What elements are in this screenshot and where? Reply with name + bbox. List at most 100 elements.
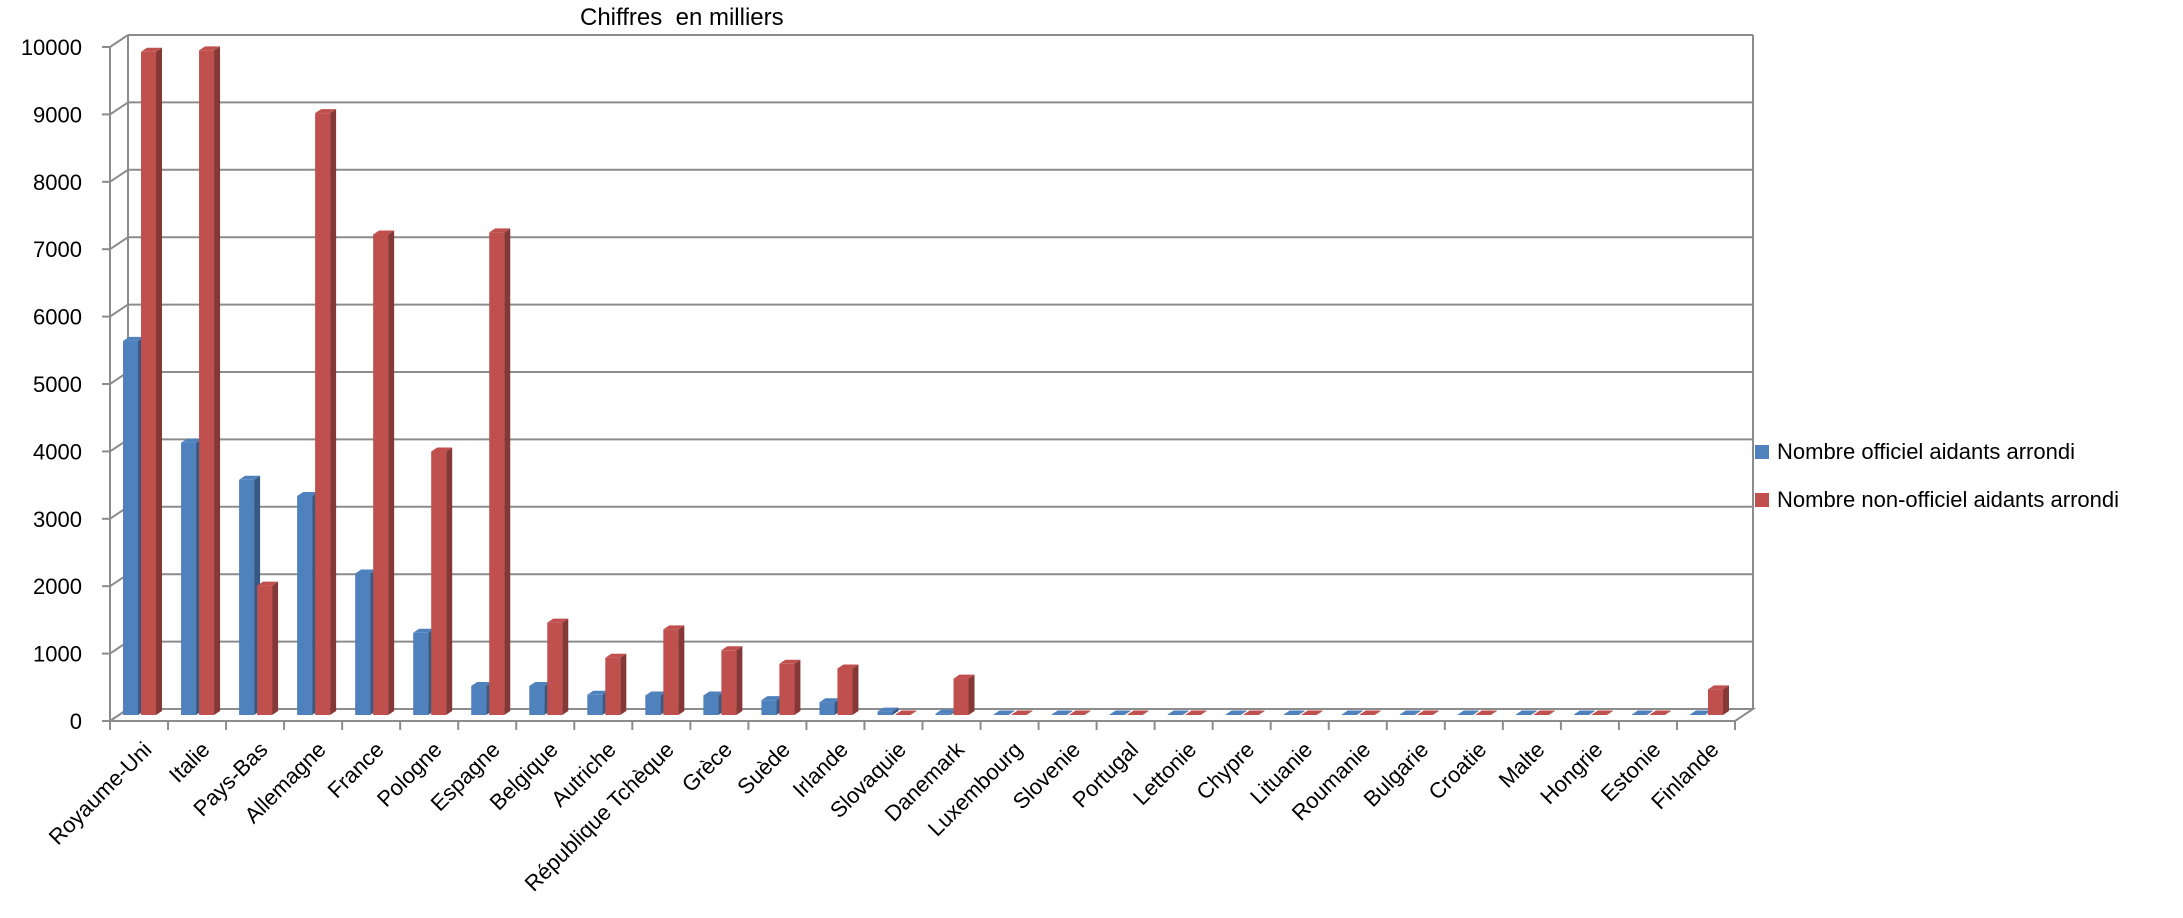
bar-top (761, 696, 783, 701)
bar-top (1457, 710, 1479, 715)
bar-side (1084, 710, 1091, 715)
bar-front (1399, 714, 1415, 715)
y-tick-label: 6000 (33, 305, 82, 330)
bar-side (968, 674, 975, 715)
bar-top (1283, 710, 1305, 715)
bar-official-18 (1167, 710, 1189, 715)
bar-front (1069, 714, 1085, 715)
bar-official-10 (703, 691, 725, 715)
bar-side (1530, 710, 1537, 715)
bar-front (1341, 714, 1357, 715)
bar-official-7 (529, 682, 551, 715)
x-tick-label: Royaume-Uni (44, 737, 157, 850)
bar-front (1475, 714, 1491, 715)
bar-front (1243, 714, 1259, 715)
bar-side (156, 47, 163, 716)
bar-front (413, 632, 429, 715)
bar-official-21 (1341, 710, 1363, 715)
gridline-side (109, 303, 129, 318)
bar-front (297, 495, 313, 715)
legend-label-unofficial: Nombre non-officiel aidants arrondi (1777, 487, 2119, 512)
bar-top (605, 653, 627, 658)
bar-unofficial-1 (199, 46, 221, 716)
bar-top (1707, 685, 1729, 690)
bar-unofficial-18 (1185, 710, 1207, 715)
bar-official-26 (1631, 710, 1653, 715)
bar-top (1631, 710, 1653, 715)
bar-front (257, 585, 273, 715)
bar-top (373, 230, 395, 235)
bar-side (1008, 710, 1015, 715)
bar-official-23 (1457, 710, 1479, 715)
bar-unofficial-13 (895, 710, 917, 715)
gridlines (109, 34, 1753, 722)
bar-unofficial-19 (1243, 710, 1265, 715)
bar-unofficial-20 (1301, 710, 1323, 715)
bar-official-19 (1225, 710, 1247, 715)
bar-top (895, 710, 917, 715)
bar-front (1109, 714, 1125, 715)
bar-official-6 (471, 682, 493, 715)
bar-top (1069, 710, 1091, 715)
bar-front (895, 714, 911, 715)
bar-front (779, 663, 795, 715)
bar-top (1301, 710, 1323, 715)
bar-side (1548, 710, 1555, 715)
bar-side (1356, 710, 1363, 715)
bar-top (1011, 710, 1033, 715)
bar-side (504, 228, 511, 715)
bar-unofficial-14 (953, 674, 975, 715)
bar-top (199, 46, 221, 51)
bar-side (852, 664, 859, 715)
bar-top (413, 628, 435, 633)
bar-top (819, 698, 841, 703)
bar-official-0 (123, 336, 145, 715)
gridline-side (109, 101, 129, 116)
bar-front (1591, 714, 1607, 715)
bar-top (703, 691, 725, 696)
bar-side (1664, 710, 1671, 715)
bar-top (1573, 710, 1595, 715)
bar-front (1051, 714, 1067, 715)
bar-unofficial-16 (1069, 710, 1091, 715)
bar-unofficial-0 (141, 47, 163, 716)
bar-side (446, 447, 453, 715)
bar-front (199, 50, 215, 716)
bar-side (388, 230, 395, 716)
bar-front (431, 451, 447, 715)
bar-side (1258, 710, 1265, 715)
bar-side (1142, 710, 1149, 715)
bar-top (1243, 710, 1265, 715)
bar-side (1588, 710, 1595, 715)
bar-official-1 (181, 438, 203, 715)
bar-top (431, 447, 453, 452)
bar-front (1573, 714, 1589, 715)
bar-front (239, 479, 255, 715)
chart-title: Chiffres en milliers (580, 4, 784, 31)
bar-official-8 (587, 690, 609, 715)
legend-swatch-unofficial (1755, 493, 1769, 507)
bar-front (123, 340, 139, 715)
bar-unofficial-8 (605, 653, 627, 715)
bar-official-13 (877, 707, 899, 715)
bar-side (678, 625, 685, 715)
bar-top (1185, 710, 1207, 715)
bar-side (1124, 710, 1131, 715)
bars (123, 46, 1729, 716)
bar-side (1200, 710, 1207, 715)
y-tick-label: 3000 (33, 507, 82, 532)
bar-top (141, 47, 163, 52)
x-tick-label: Hongrie (1535, 737, 1607, 809)
bar-top (355, 569, 377, 574)
bar-official-5 (413, 628, 435, 715)
bar-side (1182, 710, 1189, 715)
bar-side (1374, 710, 1381, 715)
bar-unofficial-15 (1011, 710, 1033, 715)
bar-unofficial-9 (663, 625, 685, 715)
bar-top (471, 682, 493, 687)
bar-top (489, 228, 511, 233)
bar-front (471, 686, 487, 715)
bar-side (1490, 710, 1497, 715)
bar-top (1689, 710, 1711, 715)
bar-unofficial-7 (547, 618, 569, 715)
